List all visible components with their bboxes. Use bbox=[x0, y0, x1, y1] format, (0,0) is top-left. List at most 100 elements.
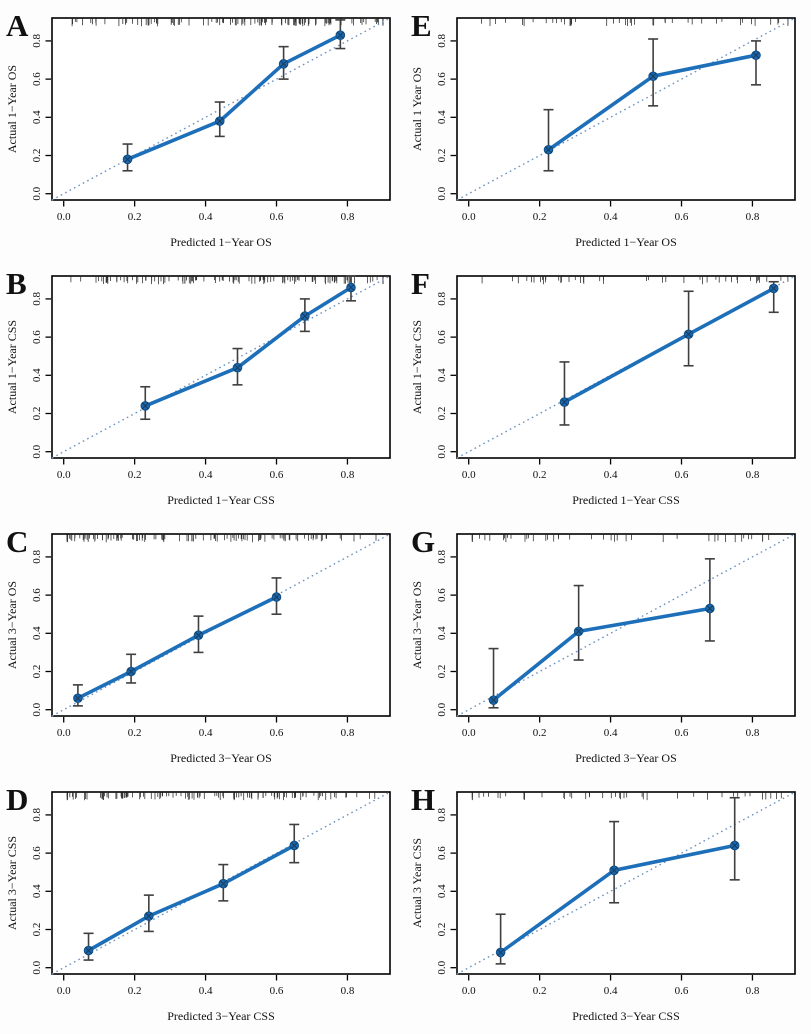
y-axis-title: Actual 1 Year OS bbox=[410, 67, 424, 151]
data-points bbox=[559, 283, 779, 407]
x-tick-label: 0.2 bbox=[128, 469, 142, 481]
figure-panel-G: 0.0 0.0 0.2 0.2 0.4 0.4 0.6 0.6 0.8 0.8 Predicted … bbox=[405, 518, 811, 776]
figure-panel-D: 0.0 0.0 0.2 0.2 0.4 0.4 0.6 0.6 0.8 0.8 Predicted … bbox=[0, 776, 405, 1034]
calibration-panel-G: 0.0 0.0 0.2 0.2 0.4 0.4 0.6 0.6 0.8 0.8 Predicted … bbox=[410, 524, 796, 765]
y-tick-label: 0.4 bbox=[436, 110, 448, 124]
plot-box bbox=[51, 275, 391, 459]
y-tick-label: 0.8 bbox=[31, 808, 43, 822]
predicted-probability-rug bbox=[70, 276, 384, 285]
y-axis-title: Actual 3 Year CSS bbox=[410, 838, 424, 928]
panel-letter: B bbox=[6, 266, 27, 301]
figure-panel-E: 0.0 0.0 0.2 0.2 0.4 0.4 0.6 0.6 0.8 0.8 Predicted … bbox=[405, 2, 811, 260]
data-points bbox=[122, 30, 346, 165]
y-tick-label: 0.2 bbox=[31, 923, 43, 937]
x-axis-title: Predicted 1−Year CSS bbox=[572, 493, 680, 507]
y-tick-label: 0.0 bbox=[31, 186, 43, 200]
plot-box bbox=[51, 17, 391, 201]
y-axis-title: Actual 1−Year OS bbox=[5, 65, 19, 153]
calibration-line bbox=[76, 595, 279, 700]
y-tick-label: 0.4 bbox=[31, 626, 43, 640]
data-points bbox=[495, 840, 740, 958]
calibration-panel-H: 0.0 0.0 0.2 0.2 0.4 0.4 0.6 0.6 0.8 0.8 Predicted … bbox=[410, 782, 796, 1023]
x-tick-label: 0.8 bbox=[746, 985, 760, 997]
y-tick-label: 0.2 bbox=[436, 407, 448, 421]
calibration-line bbox=[125, 33, 343, 162]
x-tick-label: 0.8 bbox=[746, 469, 760, 481]
calibration-panel-D: 0.0 0.0 0.2 0.2 0.4 0.4 0.6 0.6 0.8 0.8 Predicted … bbox=[5, 782, 391, 1023]
y-tick-label: 0.2 bbox=[31, 149, 43, 163]
x-tick-label: 0.6 bbox=[675, 469, 689, 481]
x-axis-title: Predicted 1−Year OS bbox=[575, 235, 677, 249]
x-axis-title: Predicted 3−Year CSS bbox=[572, 1009, 680, 1023]
x-tick-label: 0.8 bbox=[341, 469, 355, 481]
y-tick-label: 0.6 bbox=[436, 846, 448, 860]
y-tick-label: 0.2 bbox=[31, 407, 43, 421]
x-tick-label: 0.0 bbox=[462, 985, 476, 997]
y-tick-label: 0.6 bbox=[31, 588, 43, 602]
error-bars bbox=[488, 558, 715, 709]
y-tick-label: 0.6 bbox=[436, 330, 448, 344]
data-points bbox=[73, 592, 282, 704]
y-tick-label: 0.0 bbox=[436, 702, 448, 716]
y-tick-label: 0.0 bbox=[436, 444, 448, 458]
y-tick-label: 0.0 bbox=[31, 960, 43, 974]
data-points bbox=[488, 603, 715, 705]
calibration-line bbox=[143, 285, 353, 408]
figure-panel-B: 0.0 0.0 0.2 0.2 0.4 0.4 0.6 0.6 0.8 0.8 Predicted … bbox=[0, 260, 405, 518]
axes: 0.0 0.0 0.2 0.2 0.4 0.4 0.6 0.6 0.8 0.8 bbox=[31, 550, 355, 739]
x-tick-label: 0.4 bbox=[604, 985, 618, 997]
y-axis-title: Actual 3−Year CSS bbox=[5, 836, 19, 930]
panel-letter: H bbox=[411, 782, 435, 817]
x-tick-label: 0.2 bbox=[533, 469, 547, 481]
error-bars bbox=[495, 796, 740, 965]
axes: 0.0 0.0 0.2 0.2 0.4 0.4 0.6 0.6 0.8 0.8 bbox=[31, 34, 355, 223]
panel-letter: G bbox=[411, 524, 435, 559]
y-tick-label: 0.2 bbox=[436, 149, 448, 163]
x-tick-label: 0.0 bbox=[462, 469, 476, 481]
figure-panel-H: 0.0 0.0 0.2 0.2 0.4 0.4 0.6 0.6 0.8 0.8 Predicted … bbox=[405, 776, 811, 1034]
x-tick-label: 0.6 bbox=[675, 727, 689, 739]
x-tick-label: 0.0 bbox=[57, 727, 71, 739]
panel-letter: A bbox=[6, 8, 29, 43]
y-tick-label: 0.0 bbox=[31, 444, 43, 458]
calibration-panel-B: 0.0 0.0 0.2 0.2 0.4 0.4 0.6 0.6 0.8 0.8 Predicted … bbox=[5, 266, 391, 507]
x-tick-label: 0.2 bbox=[128, 727, 142, 739]
predicted-probability-rug bbox=[66, 792, 376, 801]
x-tick-label: 0.6 bbox=[675, 211, 689, 223]
calibration-panel-C: 0.0 0.0 0.2 0.2 0.4 0.4 0.6 0.6 0.8 0.8 Predicted … bbox=[5, 524, 391, 765]
y-tick-label: 0.8 bbox=[31, 292, 43, 306]
y-tick-label: 0.0 bbox=[436, 186, 448, 200]
x-tick-label: 0.2 bbox=[533, 727, 547, 739]
y-tick-label: 0.4 bbox=[436, 884, 448, 898]
x-axis-title: Predicted 3−Year OS bbox=[575, 751, 677, 765]
y-tick-label: 0.6 bbox=[31, 330, 43, 344]
calibration-panel-F: 0.0 0.0 0.2 0.2 0.4 0.4 0.6 0.6 0.8 0.8 Predicted … bbox=[410, 266, 796, 507]
y-tick-label: 0.2 bbox=[436, 923, 448, 937]
x-tick-label: 0.4 bbox=[199, 469, 213, 481]
x-tick-label: 0.6 bbox=[270, 211, 284, 223]
y-tick-label: 0.8 bbox=[436, 808, 448, 822]
y-tick-label: 0.2 bbox=[31, 665, 43, 679]
y-tick-label: 0.8 bbox=[31, 34, 43, 48]
panel-letter: E bbox=[411, 8, 432, 43]
x-tick-label: 0.8 bbox=[341, 211, 355, 223]
error-bars bbox=[559, 280, 779, 426]
y-tick-label: 0.6 bbox=[436, 72, 448, 86]
axes: 0.0 0.0 0.2 0.2 0.4 0.4 0.6 0.6 0.8 0.8 bbox=[31, 292, 355, 481]
calibration-panel-E: 0.0 0.0 0.2 0.2 0.4 0.4 0.6 0.6 0.8 0.8 Predicted … bbox=[410, 8, 796, 249]
x-tick-label: 0.0 bbox=[57, 469, 71, 481]
predicted-probability-rug bbox=[481, 276, 789, 285]
axes: 0.0 0.0 0.2 0.2 0.4 0.4 0.6 0.6 0.8 0.8 bbox=[436, 550, 760, 739]
x-tick-label: 0.0 bbox=[57, 211, 71, 223]
predicted-probability-rug bbox=[471, 534, 770, 543]
x-tick-label: 0.6 bbox=[270, 985, 284, 997]
y-tick-label: 0.6 bbox=[31, 72, 43, 86]
x-axis-title: Predicted 1−Year CSS bbox=[167, 493, 275, 507]
x-axis-title: Predicted 1−Year OS bbox=[170, 235, 272, 249]
y-axis-title: Actual 1−Year CSS bbox=[5, 320, 19, 414]
x-tick-label: 0.4 bbox=[199, 211, 213, 223]
data-points bbox=[543, 50, 761, 155]
x-tick-label: 0.8 bbox=[341, 727, 355, 739]
y-tick-label: 0.6 bbox=[31, 846, 43, 860]
